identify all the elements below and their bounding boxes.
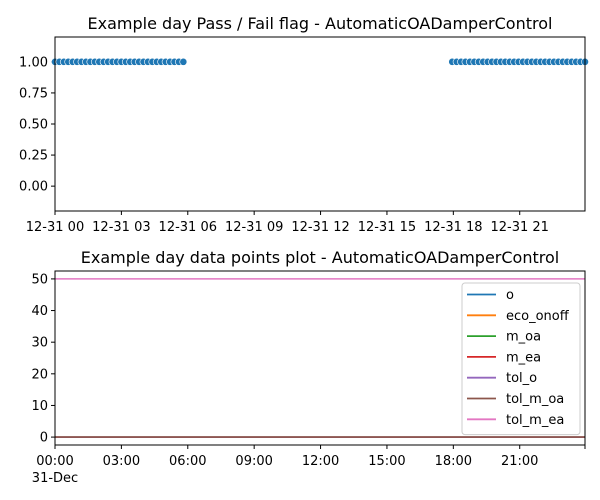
y-tick-label: 0.25: [19, 149, 48, 164]
x-tick-label: 12:00: [302, 454, 339, 469]
pass-fail-plot: Example day Pass / Fail flag - Automatic…: [19, 14, 589, 235]
y-tick-label: 1.00: [19, 55, 48, 70]
x-tick-label: 15:00: [368, 454, 405, 469]
chart-1-markers: [51, 57, 589, 66]
y-tick-label: 0.00: [19, 180, 48, 195]
y-tick-label: 0: [40, 431, 48, 446]
chart-2-x-axis: 00:00 03:00 06:00 09:00 12:00 15:00 18:00 21:00: [36, 445, 586, 469]
flag-point: [179, 57, 188, 66]
chart-1-y-axis: 0.00 0.25 0.50 0.75 1.00: [19, 55, 55, 195]
x-tick-label: 18:00: [435, 454, 472, 469]
chart-1-title: Example day Pass / Fail flag - Automatic…: [88, 14, 553, 33]
x-tick-label: 12-31 12: [291, 220, 349, 235]
data-points-plot: Example day data points plot - Automatic…: [31, 248, 586, 486]
legend-label-tol-m-ea: tol_m_ea: [506, 413, 564, 428]
legend-label-tol-m-oa: tol_m_oa: [506, 392, 564, 407]
legend-label-m-oa: m_oa: [506, 330, 541, 345]
y-tick-label: 40: [31, 304, 48, 319]
chart-2-title: Example day data points plot - Automatic…: [81, 248, 559, 267]
chart-2-series-lines: [55, 278, 585, 438]
chart-2-y-axis: 0 10 20 30 40 50: [31, 272, 55, 446]
y-tick-label: 0.75: [19, 86, 48, 101]
chart-2-x-sublabel: 31-Dec: [32, 471, 78, 486]
x-tick-label: 12-31 00: [26, 220, 84, 235]
x-tick-label: 12-31 18: [424, 220, 482, 235]
legend-box: [461, 282, 581, 436]
x-tick-label: 12-31 15: [358, 220, 416, 235]
x-tick-label: 12-31 03: [92, 220, 150, 235]
legend-label-m-ea: m_ea: [506, 350, 541, 365]
x-tick-label: 03:00: [103, 454, 140, 469]
legend-label-eco-onoff: eco_onoff: [506, 309, 570, 324]
chart-1-x-axis: 12-31 00 12-31 03 12-31 06 12-31 09 12-31 12…: [26, 211, 549, 235]
chart-1-frame: [54, 36, 586, 212]
x-tick-label: 12-31 09: [225, 220, 283, 235]
chart-2-frame: [54, 270, 586, 446]
chart-2-legend: o eco_onoff m_oa m_ea tol_o tol_m_oa tol_m_ea: [461, 282, 581, 436]
x-tick-label: 12-31 21: [490, 220, 548, 235]
y-tick-label: 10: [31, 399, 48, 414]
y-tick-label: 20: [31, 367, 48, 382]
legend-label-o: o: [506, 288, 514, 303]
x-tick-label: 12-31 06: [159, 220, 217, 235]
x-tick-label: 00:00: [36, 454, 73, 469]
y-tick-label: 50: [31, 272, 48, 287]
x-tick-label: 09:00: [235, 454, 272, 469]
y-tick-label: 30: [31, 336, 48, 351]
x-tick-label: 21:00: [501, 454, 538, 469]
y-tick-label: 0.50: [19, 118, 48, 133]
x-tick-label: 06:00: [169, 454, 206, 469]
legend-label-tol-o: tol_o: [506, 371, 537, 386]
